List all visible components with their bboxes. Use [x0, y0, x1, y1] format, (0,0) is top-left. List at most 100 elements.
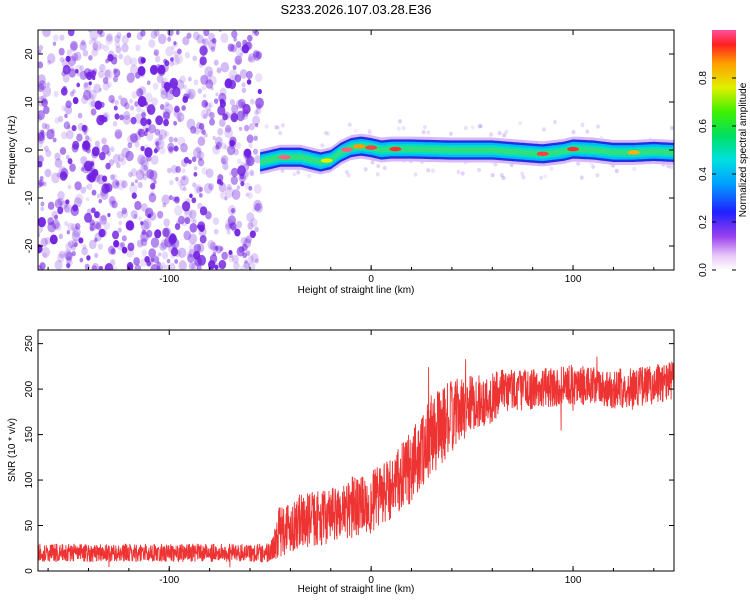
noise-speckle	[460, 171, 465, 176]
noise-speckle	[205, 76, 212, 85]
noise-speckle	[253, 51, 261, 61]
noise-speckle	[595, 124, 600, 129]
noise-speckle	[250, 171, 254, 176]
noise-speckle	[91, 37, 97, 44]
noise-speckle	[203, 182, 213, 194]
noise-speckle	[246, 70, 253, 80]
noise-speckle	[105, 162, 111, 170]
noise-speckle	[463, 125, 468, 131]
noise-speckle	[240, 181, 245, 187]
noise-speckle	[100, 187, 108, 197]
noise-speckle	[81, 247, 88, 256]
noise-speckle	[456, 169, 461, 175]
noise-speckle	[150, 237, 160, 248]
y-tick-label: 0	[24, 568, 35, 574]
noise-speckle	[224, 196, 228, 201]
noise-speckle	[112, 230, 120, 240]
colorbar-tick-label: 0.4	[698, 167, 709, 181]
noise-speckle	[232, 65, 237, 70]
noise-speckle	[161, 251, 169, 260]
noise-speckle	[38, 44, 44, 51]
noise-speckle	[246, 212, 255, 223]
noise-speckle	[150, 30, 158, 39]
noise-speckle	[177, 180, 183, 187]
noise-speckle	[71, 52, 79, 62]
noise-speckle	[149, 64, 158, 75]
noise-speckle	[76, 133, 83, 142]
noise-speckle	[236, 220, 243, 229]
noise-speckle	[121, 43, 129, 53]
noise-speckle	[188, 159, 192, 165]
noise-speckle	[96, 145, 101, 151]
noise-speckle	[89, 223, 96, 231]
noise-speckle	[168, 136, 174, 143]
noise-speckle	[91, 189, 97, 196]
noise-speckle	[105, 35, 113, 45]
noise-speckle	[121, 180, 128, 189]
noise-speckle	[147, 108, 152, 113]
noise-speckle	[100, 189, 109, 201]
noise-speckle	[255, 51, 263, 60]
noise-speckle	[44, 168, 52, 178]
noise-speckle	[159, 242, 167, 251]
noise-speckle	[57, 190, 65, 201]
noise-speckle	[141, 111, 147, 119]
noise-speckle	[235, 142, 242, 149]
noise-speckle	[83, 90, 92, 101]
noise-speckle	[99, 30, 105, 38]
noise-speckle	[153, 49, 160, 56]
noise-speckle	[184, 51, 190, 59]
signal-hotspot	[320, 158, 333, 163]
noise-speckle	[214, 262, 221, 270]
noise-speckle	[230, 167, 239, 177]
noise-speckle	[87, 137, 92, 143]
noise-speckle	[124, 102, 130, 110]
noise-speckle	[252, 115, 261, 126]
noise-speckle	[235, 46, 244, 57]
noise-speckle	[160, 85, 168, 96]
noise-speckle	[112, 121, 118, 127]
noise-speckle	[202, 37, 209, 46]
noise-speckle	[595, 173, 600, 178]
noise-speckle	[52, 34, 59, 42]
signal-hotspot	[365, 145, 378, 150]
noise-speckle	[238, 98, 246, 109]
noise-speckle	[193, 166, 198, 171]
noise-speckle	[92, 172, 101, 183]
noise-speckle	[59, 34, 65, 41]
noise-speckle	[126, 262, 134, 270]
noise-speckle	[218, 92, 227, 103]
noise-speckle	[252, 207, 257, 212]
noise-speckle	[88, 239, 97, 250]
noise-speckle	[183, 156, 190, 164]
noise-speckle	[134, 264, 142, 270]
snr-panel: -100 0 100 0 50 100 150 200 250 Height of straig…	[7, 329, 675, 595]
noise-speckle	[91, 48, 99, 57]
noise-speckle	[153, 148, 158, 154]
noise-speckle	[227, 221, 232, 227]
noise-speckle	[325, 131, 330, 136]
noise-speckle	[94, 232, 102, 242]
noise-speckle	[105, 183, 113, 193]
noise-speckle	[78, 237, 84, 244]
signal-hotspot	[567, 146, 580, 152]
noise-speckle	[254, 30, 260, 37]
noise-speckle	[421, 130, 426, 135]
noise-speckle	[224, 186, 234, 198]
noise-speckle	[148, 124, 156, 134]
noise-speckle	[121, 35, 129, 45]
noise-speckle	[231, 189, 241, 200]
noise-speckle	[38, 49, 42, 55]
noise-speckle	[140, 160, 150, 171]
noise-speckle	[206, 108, 212, 117]
noise-speckle	[155, 138, 165, 150]
noise-speckle	[155, 141, 160, 147]
y-tick-label: 150	[24, 426, 35, 443]
noise-speckle	[88, 97, 97, 108]
noise-speckle	[51, 172, 60, 184]
noise-speckle	[520, 171, 525, 176]
noise-speckle	[589, 161, 594, 166]
noise-speckle	[130, 209, 138, 219]
noise-speckle	[54, 214, 59, 220]
